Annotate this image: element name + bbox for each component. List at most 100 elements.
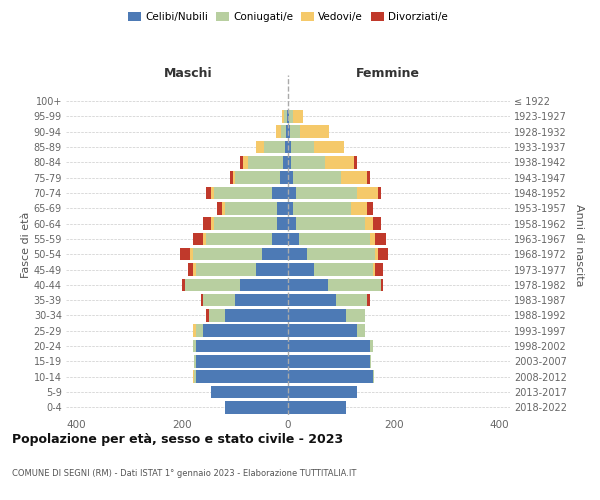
Bar [367, 294, 370, 306]
Bar [288, 140, 290, 153]
Bar [325, 156, 354, 168]
Bar [196, 370, 288, 383]
Bar [288, 156, 290, 168]
Bar [288, 340, 370, 352]
Bar [193, 324, 196, 337]
Bar [243, 156, 248, 168]
Bar [375, 248, 378, 260]
Bar [288, 278, 328, 291]
Bar [193, 232, 203, 245]
Bar [193, 340, 196, 352]
Bar [281, 110, 284, 122]
Bar [284, 110, 287, 122]
Bar [378, 186, 380, 199]
Y-axis label: Anni di nascita: Anni di nascita [574, 204, 584, 286]
Bar [214, 186, 272, 199]
Bar [235, 172, 280, 184]
Bar [276, 126, 281, 138]
Bar [286, 140, 288, 153]
Bar [272, 232, 288, 245]
Bar [196, 263, 256, 276]
Bar [288, 355, 370, 368]
Bar [179, 248, 190, 260]
Bar [296, 186, 357, 199]
Bar [188, 263, 193, 276]
Bar [194, 370, 196, 383]
Bar [193, 370, 194, 383]
Bar [370, 355, 371, 368]
Bar [201, 294, 203, 306]
Bar [280, 172, 288, 184]
Bar [203, 324, 288, 337]
Bar [277, 202, 288, 214]
Bar [272, 186, 288, 199]
Bar [277, 218, 288, 230]
Bar [314, 140, 343, 153]
Text: Femmine: Femmine [356, 68, 420, 80]
Bar [328, 278, 380, 291]
Bar [206, 309, 209, 322]
Bar [230, 172, 233, 184]
Bar [288, 172, 293, 184]
Text: Maschi: Maschi [164, 68, 212, 80]
Bar [256, 263, 288, 276]
Text: COMUNE DI SEGNI (RM) - Dati ISTAT 1° gennaio 2023 - Elaborazione TUTTITALIA.IT: COMUNE DI SEGNI (RM) - Dati ISTAT 1° gen… [12, 469, 356, 478]
Bar [289, 110, 293, 122]
Bar [185, 278, 241, 291]
Bar [314, 263, 373, 276]
Bar [288, 370, 373, 383]
Bar [367, 202, 373, 214]
Y-axis label: Fasce di età: Fasce di età [20, 212, 31, 278]
Bar [288, 202, 293, 214]
Bar [365, 218, 373, 230]
Bar [182, 278, 185, 291]
Bar [235, 294, 288, 306]
Legend: Celibi/Nubili, Coniugati/e, Vedovi/e, Divorziati/e: Celibi/Nubili, Coniugati/e, Vedovi/e, Di… [124, 8, 452, 26]
Bar [222, 202, 224, 214]
Bar [224, 202, 277, 214]
Bar [193, 263, 196, 276]
Bar [293, 110, 303, 122]
Bar [211, 186, 214, 199]
Bar [262, 248, 288, 260]
Bar [378, 248, 388, 260]
Bar [290, 140, 314, 153]
Bar [288, 309, 346, 322]
Bar [288, 248, 307, 260]
Text: Popolazione per età, sesso e stato civile - 2023: Popolazione per età, sesso e stato civil… [12, 432, 343, 446]
Bar [357, 324, 365, 337]
Bar [288, 186, 296, 199]
Bar [241, 156, 243, 168]
Bar [214, 218, 277, 230]
Bar [203, 218, 211, 230]
Bar [307, 248, 375, 260]
Bar [211, 218, 214, 230]
Bar [217, 202, 222, 214]
Bar [367, 172, 370, 184]
Bar [335, 294, 367, 306]
Bar [209, 309, 224, 322]
Bar [233, 172, 235, 184]
Bar [380, 278, 383, 291]
Bar [196, 355, 288, 368]
Bar [203, 294, 235, 306]
Bar [203, 232, 206, 245]
Bar [288, 324, 357, 337]
Bar [241, 278, 288, 291]
Bar [288, 232, 299, 245]
Bar [341, 172, 367, 184]
Bar [288, 110, 289, 122]
Bar [370, 340, 373, 352]
Bar [206, 186, 211, 199]
Bar [264, 140, 286, 153]
Bar [288, 294, 335, 306]
Bar [196, 340, 288, 352]
Bar [196, 324, 203, 337]
Bar [293, 202, 352, 214]
Bar [375, 232, 386, 245]
Bar [290, 156, 325, 168]
Bar [224, 401, 288, 413]
Bar [288, 263, 314, 276]
Bar [357, 186, 378, 199]
Bar [288, 126, 290, 138]
